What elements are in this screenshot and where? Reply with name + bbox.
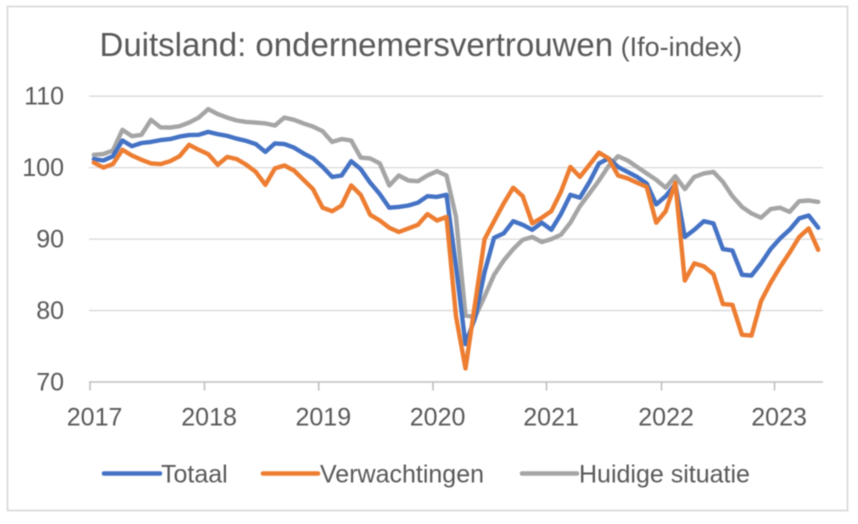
svg-text:70: 70 — [36, 369, 64, 397]
svg-text:100: 100 — [22, 154, 64, 182]
svg-text:2023: 2023 — [751, 404, 807, 432]
svg-text:2020: 2020 — [410, 404, 466, 432]
svg-text:2021: 2021 — [523, 404, 579, 432]
svg-text:Duitsland: ondernemersvertrouw: Duitsland: ondernemersvertrouwen (Ifo-in… — [100, 26, 743, 63]
svg-text:110: 110 — [24, 83, 64, 111]
svg-text:90: 90 — [36, 226, 64, 254]
svg-text:80: 80 — [36, 297, 64, 325]
svg-text:2017: 2017 — [67, 404, 123, 432]
svg-text:2019: 2019 — [295, 404, 351, 432]
svg-text:Huidige situatie: Huidige situatie — [579, 461, 750, 489]
svg-text:2018: 2018 — [181, 404, 237, 432]
svg-text:Verwachtingen: Verwachtingen — [320, 461, 484, 489]
svg-text:2022: 2022 — [638, 404, 694, 432]
svg-text:Totaal: Totaal — [161, 461, 228, 489]
